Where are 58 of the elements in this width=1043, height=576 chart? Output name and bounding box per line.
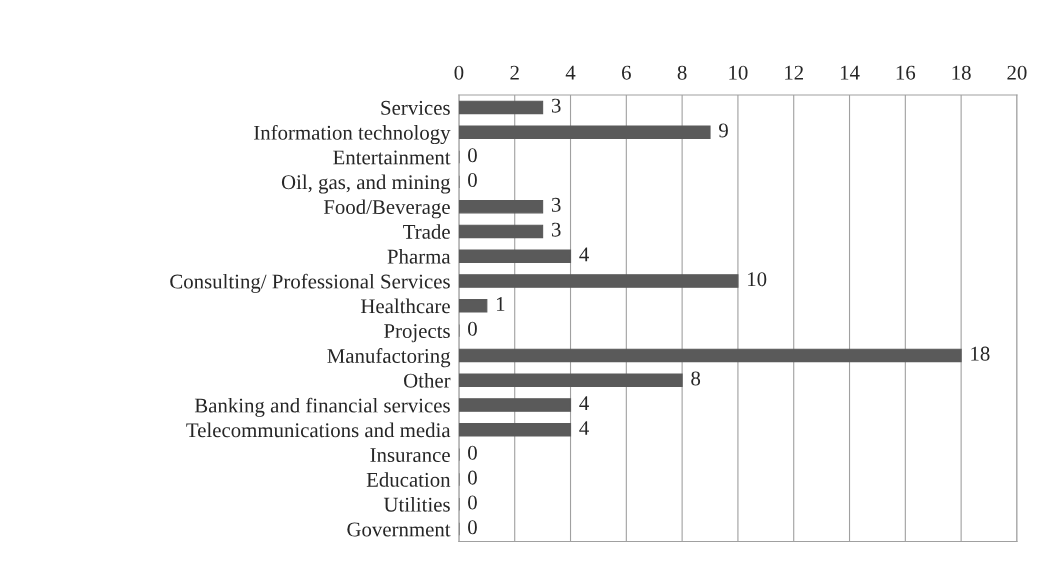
bar xyxy=(458,199,544,214)
y-tick-label: Oil, gas, and mining xyxy=(281,174,451,194)
y-tick-label: Insurance xyxy=(370,448,450,463)
y-tick-label: Entertainment xyxy=(333,150,451,165)
y-tick-label: Projects xyxy=(384,324,450,343)
bar xyxy=(458,348,962,363)
bar xyxy=(458,423,572,437)
bar xyxy=(458,373,683,387)
y-tick-label: Healthcare xyxy=(360,298,450,314)
x-tick-label: 18 xyxy=(952,65,971,80)
data-label: 4 xyxy=(579,396,589,411)
x-tick-label: 10 xyxy=(729,65,748,80)
bar xyxy=(458,224,544,239)
y-tick-label: Utilities xyxy=(383,497,450,512)
data-label: 0 xyxy=(468,173,477,188)
y-tick-label: Manufactoring xyxy=(327,348,451,368)
y-tick-label: Food/Beverage xyxy=(323,199,450,219)
x-tick-label: 0 xyxy=(454,65,464,80)
y-tick-label: Consulting/ Professional Services xyxy=(170,273,450,293)
x-tick-label: 20 xyxy=(1007,65,1027,80)
x-tick-label: 12 xyxy=(785,65,803,80)
data-label: 10 xyxy=(748,272,767,287)
bar xyxy=(458,100,544,115)
data-label: 4 xyxy=(579,421,589,435)
bar xyxy=(458,398,572,412)
y-tick-label: Information technology xyxy=(254,124,451,145)
x-tick-label: 2 xyxy=(510,65,519,80)
y-tick-label: Banking and financial services xyxy=(194,397,450,417)
y-tick-label: Government xyxy=(347,522,451,537)
y-tick-label: Other xyxy=(404,373,451,388)
bar xyxy=(458,249,572,263)
data-label: 18 xyxy=(971,346,990,361)
data-label: 0 xyxy=(468,445,477,460)
data-label: 3 xyxy=(551,222,561,237)
y-tick-label: Services xyxy=(381,100,450,115)
y-tick-label: Pharma xyxy=(387,249,451,264)
x-tick-label: 14 xyxy=(840,65,860,80)
x-tick-label: 6 xyxy=(622,65,631,80)
data-label: 8 xyxy=(691,371,701,386)
x-tick-label: 8 xyxy=(677,65,687,80)
bar xyxy=(458,125,711,139)
bar xyxy=(458,299,488,313)
x-tick-label: 4 xyxy=(565,65,576,80)
data-label: 0 xyxy=(468,321,477,336)
data-label: 0 xyxy=(468,148,477,163)
data-label: 0 xyxy=(468,495,477,510)
data-label: 1 xyxy=(496,297,505,311)
y-tick-label: Education xyxy=(366,472,451,487)
data-label: 9 xyxy=(719,123,728,138)
bar xyxy=(458,274,739,288)
x-tick-label: 16 xyxy=(896,65,916,80)
data-label: 3 xyxy=(551,98,561,113)
data-label: 4 xyxy=(579,247,589,262)
data-label: 0 xyxy=(468,470,477,485)
y-tick-label: Telecommunications and media xyxy=(186,422,451,438)
y-tick-label: Trade xyxy=(403,224,450,239)
data-label: 0 xyxy=(468,520,477,535)
data-label: 3 xyxy=(551,197,561,212)
